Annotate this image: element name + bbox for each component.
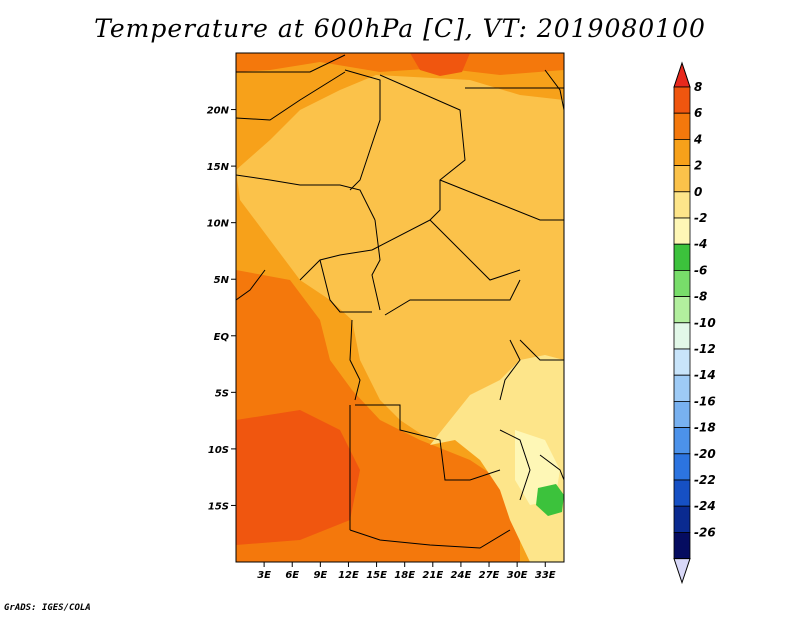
colorbar-label: -8 bbox=[694, 290, 707, 304]
y-tick-label: 5S bbox=[215, 388, 229, 399]
map-frame bbox=[235, 52, 565, 563]
field-north-strip bbox=[236, 53, 564, 75]
colorbar-swatch bbox=[673, 374, 691, 402]
colorbar-swatch bbox=[673, 453, 691, 481]
x-tick-label: 30E bbox=[507, 570, 528, 581]
field-cold-spot bbox=[536, 484, 564, 516]
colorbar-label: -24 bbox=[694, 499, 716, 513]
colorbar-swatch bbox=[673, 400, 691, 428]
colorbar-swatch bbox=[673, 427, 691, 455]
colorbar-label: 8 bbox=[694, 80, 702, 94]
x-tick-label: 12E bbox=[338, 570, 359, 581]
x-tick-label: 27E bbox=[479, 570, 500, 581]
y-tick-label: 20N bbox=[207, 106, 230, 117]
colorbar-label: -26 bbox=[694, 525, 716, 539]
x-tick-label: 24E bbox=[451, 570, 472, 581]
y-tick-label: EQ bbox=[214, 332, 230, 343]
colorbar-swatch bbox=[673, 348, 691, 376]
x-tick-label: 18E bbox=[394, 570, 415, 581]
field-far-north-peak bbox=[410, 53, 470, 76]
x-axis: 3E 6E 9E 12E 15E 18E 21E 24E 27E 30E 33E bbox=[257, 562, 556, 581]
colorbar-over-arrow bbox=[673, 61, 691, 88]
y-axis: 20N 15N 10N 5N EQ 5S 10S 15S bbox=[207, 106, 236, 512]
colorbar-label: 2 bbox=[694, 159, 702, 173]
colorbar-label: -6 bbox=[694, 263, 707, 277]
colorbar-label: 6 bbox=[694, 106, 702, 120]
colorbar-label: 4 bbox=[693, 132, 702, 146]
colorbar-swatch bbox=[673, 165, 691, 193]
colorbar-label: -12 bbox=[694, 342, 716, 356]
field-southwest-hot bbox=[236, 410, 360, 545]
y-tick-label: 10S bbox=[208, 445, 229, 456]
colorbar-swatch bbox=[673, 479, 691, 507]
grads-credit: GrADS: IGES/COLA bbox=[4, 603, 91, 613]
colorbar-swatch bbox=[673, 86, 691, 114]
colorbar-label: -22 bbox=[694, 473, 716, 487]
temperature-field bbox=[236, 53, 564, 562]
colorbar-label: -2 bbox=[694, 211, 707, 225]
x-tick-label: 15E bbox=[366, 570, 387, 581]
colorbar-swatch bbox=[673, 112, 691, 140]
country-borders bbox=[236, 54, 564, 549]
colorbar-swatch bbox=[673, 243, 691, 271]
x-tick-label: 21E bbox=[422, 570, 443, 581]
field-central-light bbox=[236, 75, 564, 440]
y-tick-label: 15S bbox=[208, 501, 229, 512]
x-tick-label: 6E bbox=[285, 570, 299, 581]
colorbar-swatch bbox=[673, 269, 691, 297]
x-tick-label: 9E bbox=[313, 570, 327, 581]
x-tick-label: 3E bbox=[257, 570, 271, 581]
colorbar-label: 0 bbox=[694, 185, 702, 199]
colorbar-label: -4 bbox=[694, 237, 707, 251]
y-tick-label: 15N bbox=[207, 162, 230, 173]
colorbar-swatch bbox=[673, 505, 691, 533]
colorbar-label: -18 bbox=[694, 421, 716, 435]
colorbar-label: -16 bbox=[694, 394, 716, 408]
colorbar: 8 6 4 2 0 -2 -4 -6 -8 -10 -12 -14 -16 -18 -20 -22 -24 -26 bbox=[673, 61, 716, 585]
colorbar-label: -20 bbox=[694, 447, 716, 461]
colorbar-swatch bbox=[673, 296, 691, 324]
colorbar-swatch bbox=[673, 191, 691, 219]
colorbar-swatch bbox=[673, 322, 691, 350]
colorbar-under-arrow bbox=[673, 558, 691, 585]
x-tick-label: 33E bbox=[535, 570, 556, 581]
field-highlands-cool bbox=[430, 355, 564, 562]
y-tick-label: 5N bbox=[214, 275, 230, 286]
chart-title: Temperature at 600hPa [C], VT: 201908010… bbox=[94, 14, 706, 43]
colorbar-swatch bbox=[673, 138, 691, 166]
colorbar-label: -14 bbox=[694, 368, 716, 382]
colorbar-label: -10 bbox=[694, 316, 716, 330]
colorbar-swatch bbox=[673, 532, 691, 560]
colorbar-swatch bbox=[673, 217, 691, 245]
y-tick-label: 10N bbox=[207, 219, 230, 230]
